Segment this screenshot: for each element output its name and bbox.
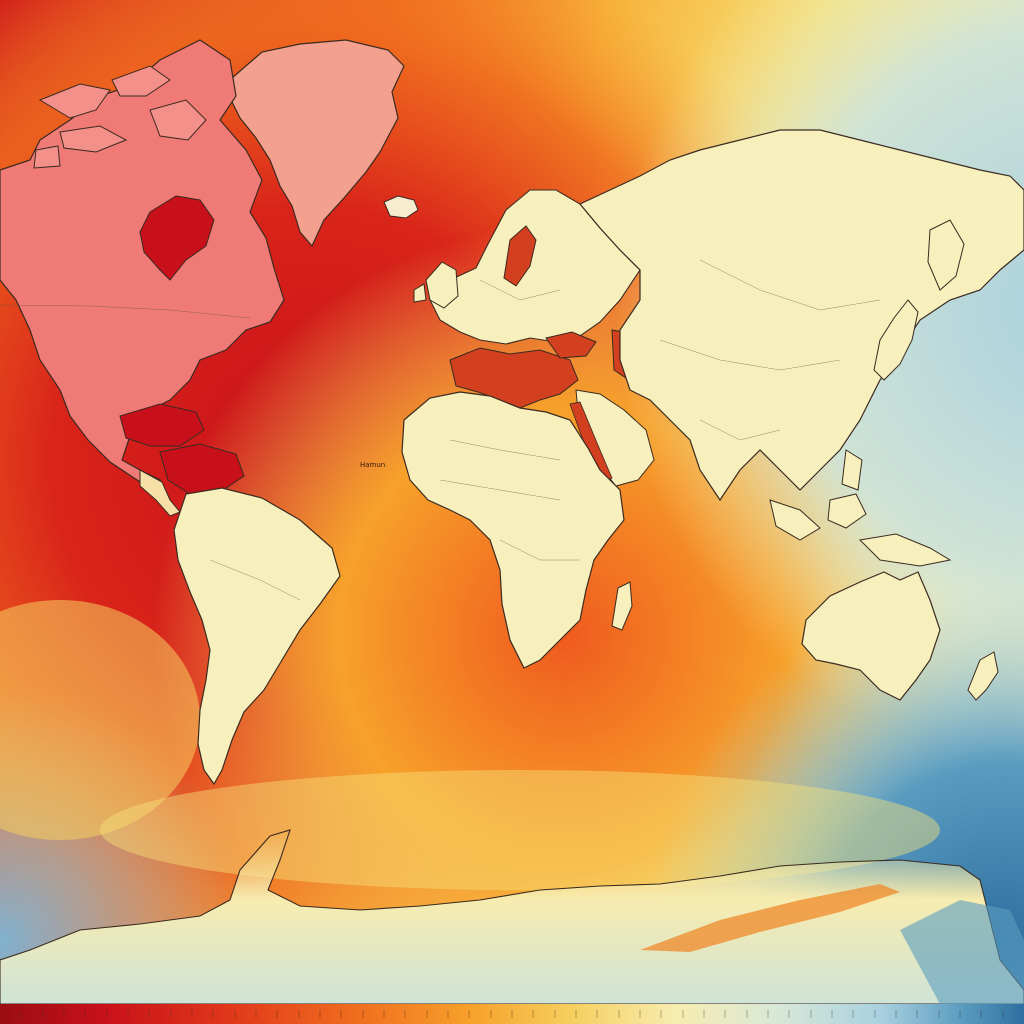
- land-arctic-islands: [33, 65, 207, 169]
- land-africa: [401, 391, 625, 669]
- border-lines: [0, 259, 881, 601]
- sea-mediterranean: [449, 347, 579, 409]
- ocean-yellow-band-west: [0, 600, 200, 840]
- antarctica-warm-streak: [640, 884, 900, 952]
- land-iceland: [383, 195, 419, 219]
- sea-hudson-bay: [139, 195, 215, 281]
- antarctica-cool-east: [900, 900, 1024, 1004]
- color-scale-ticks: [20, 1010, 1004, 1018]
- land-asia: [579, 129, 1024, 502]
- land-madagascar: [611, 581, 633, 631]
- land-central-america: [139, 469, 181, 517]
- land-new-zealand: [967, 651, 999, 701]
- color-scale-svg: [0, 1004, 1024, 1024]
- land-north-america: [0, 39, 285, 502]
- land-british-isles: [413, 261, 459, 309]
- land-japan: [873, 299, 919, 381]
- land-australia: [801, 571, 941, 701]
- ocean-yellow-band-south: [100, 770, 940, 890]
- land-southeast-asia-islands: [769, 449, 952, 567]
- land-kamchatka: [927, 219, 965, 291]
- sea-baltic: [503, 225, 537, 287]
- sea-caribbean: [159, 443, 245, 495]
- sea-black-sea: [545, 331, 597, 359]
- sea-gulf-of-mexico: [119, 403, 205, 447]
- land-greenland: [229, 39, 405, 248]
- color-scale-bar: [0, 1004, 1024, 1024]
- ocean-label: Hamun: [360, 461, 386, 469]
